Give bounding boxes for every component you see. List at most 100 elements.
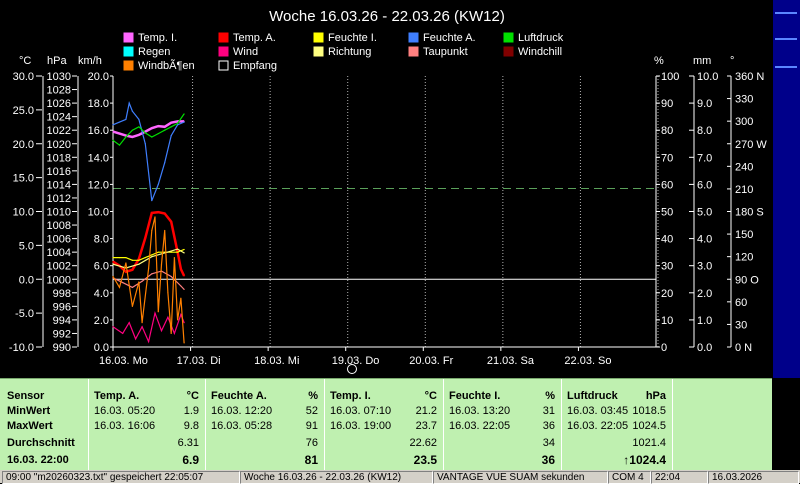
- data-point: [180, 268, 182, 270]
- data-point: [167, 316, 169, 318]
- kmh-tick-label: 16.0: [88, 125, 109, 137]
- percent-tick-label: 70: [661, 152, 673, 164]
- hpa-tick-label: 1008: [47, 220, 71, 232]
- data-point: [112, 139, 114, 141]
- legend-swatch: [313, 32, 324, 43]
- data-point: [138, 118, 140, 120]
- data-point: [112, 124, 114, 126]
- statistics-panel: Sensor MinWert MaxWert Durchschnitt 16.0…: [0, 378, 772, 471]
- stats-max-date: 16.03. 05:28: [211, 420, 273, 432]
- legend-swatch: [503, 32, 514, 43]
- hpa-tick-label: 1024: [47, 112, 71, 124]
- mm-tick-label: 10.0: [697, 71, 718, 83]
- legend-swatch: [123, 60, 134, 71]
- data-point: [151, 273, 153, 275]
- data-point: [154, 312, 156, 314]
- data-point: [183, 252, 185, 254]
- series-line: [112, 120, 185, 139]
- data-point: [144, 143, 146, 145]
- stats-min-date: 16.03. 05:20: [94, 405, 156, 417]
- stats-unit: hPa: [645, 390, 666, 402]
- strip-mark: [775, 38, 797, 40]
- percent-tick-label: 0: [661, 342, 667, 354]
- status-date: 16.03.2026: [708, 471, 799, 484]
- stats-avg-value: 22.62: [409, 437, 437, 449]
- stats-max-value: 91: [305, 420, 318, 432]
- data-point: [164, 252, 166, 254]
- data-point: [173, 256, 176, 259]
- day-label: 22.03. So: [564, 355, 611, 367]
- legend-label: Empfang: [233, 60, 277, 72]
- data-point: [118, 256, 121, 259]
- data-point: [147, 267, 150, 270]
- day-label: 20.03. Fr: [409, 355, 453, 367]
- kmh-tick-label: 14.0: [88, 152, 109, 164]
- stats-column: Feuchte I.% 16.03. 13:20 31 16.03. 22:05 36 3…: [444, 379, 562, 471]
- data-point: [183, 322, 185, 324]
- data-point: [183, 113, 185, 115]
- data-point: [157, 183, 159, 185]
- data-point: [183, 248, 185, 251]
- percent-tick-label: 30: [661, 261, 673, 273]
- chart-title: Woche 16.03.26 - 22.03.26 (KW12): [269, 8, 505, 25]
- stats-sensor-name: Temp. I.: [330, 390, 371, 402]
- legend-label: Luftdruck: [518, 32, 564, 44]
- data-point: [151, 229, 153, 232]
- stats-min-value: 31: [542, 405, 555, 417]
- series-line: [112, 310, 185, 344]
- stats-min-value: 1.9: [183, 405, 199, 417]
- stats-max-value: 1024.5: [632, 420, 666, 432]
- data-point: [157, 311, 159, 313]
- data-point: [177, 122, 179, 125]
- legend-swatch: [218, 32, 229, 43]
- direction-tick-label: 30: [735, 319, 747, 331]
- day-label: 21.03. Sa: [487, 355, 535, 367]
- stats-min-date: 16.03. 12:20: [211, 405, 273, 417]
- data-point: [157, 125, 159, 127]
- direction-tick-label: 60: [735, 297, 747, 309]
- label-now: 16.03. 22:00: [7, 454, 69, 466]
- hpa-tick-label: 1000: [47, 274, 71, 286]
- data-point: [131, 259, 133, 261]
- data-point: [138, 263, 140, 265]
- stats-max-date: 16.03. 22:05: [567, 420, 629, 432]
- hpa-tick-label: 992: [53, 328, 71, 340]
- stats-max-value: 9.8: [183, 420, 199, 432]
- direction-tick-label: 120: [735, 252, 753, 264]
- stats-unit: %: [545, 390, 555, 402]
- data-point: [128, 102, 130, 104]
- data-point: [128, 322, 130, 324]
- mm-tick-label: 7.0: [697, 152, 712, 164]
- status-time: 22:04: [651, 471, 708, 484]
- stats-current-value: 36: [541, 453, 555, 467]
- data-point: [112, 263, 114, 265]
- direction-tick-label: 360 N: [735, 71, 764, 83]
- data-point: [170, 126, 172, 128]
- stats-unit: %: [308, 390, 318, 402]
- kmh-tick-label: 4.0: [94, 288, 109, 300]
- mm-tick-label: 0.0: [697, 342, 712, 354]
- legend-label: Regen: [138, 46, 170, 58]
- stats-avg-value: 34: [542, 437, 555, 449]
- stats-min-date: 16.03. 13:20: [449, 405, 511, 417]
- label-max: MaxWert: [7, 420, 53, 432]
- hpa-tick-label: 1030: [47, 71, 71, 83]
- data-point: [170, 332, 172, 335]
- hpa-tick-label: 994: [53, 315, 71, 327]
- hpa-tick-label: 1010: [47, 207, 71, 219]
- legend-swatch: [123, 46, 134, 57]
- hpa-tick-label: 1014: [47, 179, 71, 191]
- data-point: [118, 121, 121, 123]
- stats-current-value: 6.9: [182, 453, 199, 467]
- label-avg: Durchschnitt: [7, 437, 75, 449]
- mm-tick-label: 3.0: [697, 261, 712, 273]
- data-point: [151, 256, 153, 258]
- stats-avg-value: 6.31: [177, 437, 199, 449]
- legend-label: Temp. I.: [138, 32, 177, 44]
- data-point: [138, 259, 140, 261]
- celsius-tick-label: 15.0: [13, 173, 34, 185]
- data-point: [125, 271, 127, 273]
- data-point: [131, 305, 133, 307]
- axis-unit-label: °C: [19, 55, 31, 67]
- percent-tick-label: 90: [661, 98, 673, 110]
